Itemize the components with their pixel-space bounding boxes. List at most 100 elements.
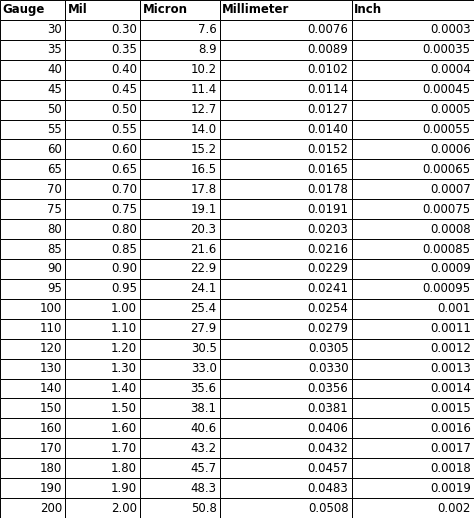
Text: 70: 70 [47, 183, 62, 196]
Bar [140, 379, 220, 398]
Text: 0.85: 0.85 [111, 242, 137, 255]
Text: 0.0140: 0.0140 [308, 123, 348, 136]
Text: 0.0483: 0.0483 [308, 482, 348, 495]
Text: 0.0165: 0.0165 [308, 163, 348, 176]
Text: 0.70: 0.70 [111, 183, 137, 196]
Text: 0.0006: 0.0006 [430, 143, 471, 156]
Bar [0, 299, 65, 319]
Bar [140, 120, 220, 139]
Text: 20.3: 20.3 [191, 223, 217, 236]
Bar [0, 60, 65, 80]
Text: 0.0012: 0.0012 [430, 342, 471, 355]
Bar [65, 458, 140, 478]
Text: 0.65: 0.65 [111, 163, 137, 176]
Text: 140: 140 [40, 382, 62, 395]
Bar [140, 319, 220, 339]
Bar [0, 99, 65, 120]
Bar [140, 339, 220, 358]
Text: 48.3: 48.3 [191, 482, 217, 495]
Text: 2.00: 2.00 [111, 501, 137, 514]
Bar [0, 219, 65, 239]
Text: 1.70: 1.70 [111, 442, 137, 455]
Bar [65, 319, 140, 339]
Bar [0, 438, 65, 458]
Text: 8.9: 8.9 [198, 44, 217, 56]
Text: 0.75: 0.75 [111, 203, 137, 215]
Text: 0.95: 0.95 [111, 282, 137, 295]
Text: 0.0216: 0.0216 [308, 242, 348, 255]
Bar [0, 80, 65, 99]
Bar [65, 0, 140, 20]
Bar [65, 259, 140, 279]
Bar [352, 120, 474, 139]
Bar [140, 358, 220, 379]
Text: 10.2: 10.2 [191, 63, 217, 76]
Bar [65, 279, 140, 299]
Text: 110: 110 [40, 322, 62, 335]
Text: 0.0009: 0.0009 [430, 263, 471, 276]
Text: 0.00065: 0.00065 [422, 163, 471, 176]
Text: 0.00035: 0.00035 [423, 44, 471, 56]
Text: 0.80: 0.80 [111, 223, 137, 236]
Bar [352, 219, 474, 239]
Bar [0, 279, 65, 299]
Bar [0, 160, 65, 179]
Text: 1.00: 1.00 [111, 303, 137, 315]
Text: 0.0241: 0.0241 [308, 282, 348, 295]
Text: 0.0330: 0.0330 [308, 362, 348, 375]
Bar [140, 179, 220, 199]
Text: 0.50: 0.50 [111, 103, 137, 116]
Text: 40.6: 40.6 [191, 422, 217, 435]
Text: 0.0019: 0.0019 [430, 482, 471, 495]
Text: 0.00075: 0.00075 [422, 203, 471, 215]
Text: 15.2: 15.2 [191, 143, 217, 156]
Bar [220, 239, 352, 259]
Bar [352, 319, 474, 339]
Text: 0.0432: 0.0432 [308, 442, 348, 455]
Bar [140, 139, 220, 160]
Text: 0.00045: 0.00045 [422, 83, 471, 96]
Bar [220, 299, 352, 319]
Bar [65, 179, 140, 199]
Bar [352, 478, 474, 498]
Text: 0.0203: 0.0203 [308, 223, 348, 236]
Bar [220, 179, 352, 199]
Bar [352, 419, 474, 438]
Text: 1.20: 1.20 [111, 342, 137, 355]
Bar [140, 199, 220, 219]
Bar [220, 438, 352, 458]
Text: 0.0089: 0.0089 [308, 44, 348, 56]
Bar [140, 458, 220, 478]
Text: 80: 80 [47, 223, 62, 236]
Bar [220, 319, 352, 339]
Bar [140, 239, 220, 259]
Bar [0, 40, 65, 60]
Bar [140, 299, 220, 319]
Bar [65, 339, 140, 358]
Text: 0.60: 0.60 [111, 143, 137, 156]
Bar [0, 498, 65, 518]
Text: 45: 45 [47, 83, 62, 96]
Text: 40: 40 [47, 63, 62, 76]
Bar [140, 80, 220, 99]
Text: 0.0356: 0.0356 [308, 382, 348, 395]
Bar [0, 458, 65, 478]
Bar [140, 60, 220, 80]
Bar [0, 259, 65, 279]
Text: 17.8: 17.8 [191, 183, 217, 196]
Text: 19.1: 19.1 [191, 203, 217, 215]
Bar [352, 299, 474, 319]
Text: 0.0016: 0.0016 [430, 422, 471, 435]
Bar [220, 0, 352, 20]
Text: 55: 55 [47, 123, 62, 136]
Bar [220, 60, 352, 80]
Text: 21.6: 21.6 [191, 242, 217, 255]
Text: 0.0178: 0.0178 [308, 183, 348, 196]
Bar [220, 120, 352, 139]
Bar [352, 239, 474, 259]
Bar [352, 339, 474, 358]
Bar [352, 199, 474, 219]
Bar [140, 438, 220, 458]
Bar [65, 40, 140, 60]
Text: 0.0457: 0.0457 [308, 462, 348, 474]
